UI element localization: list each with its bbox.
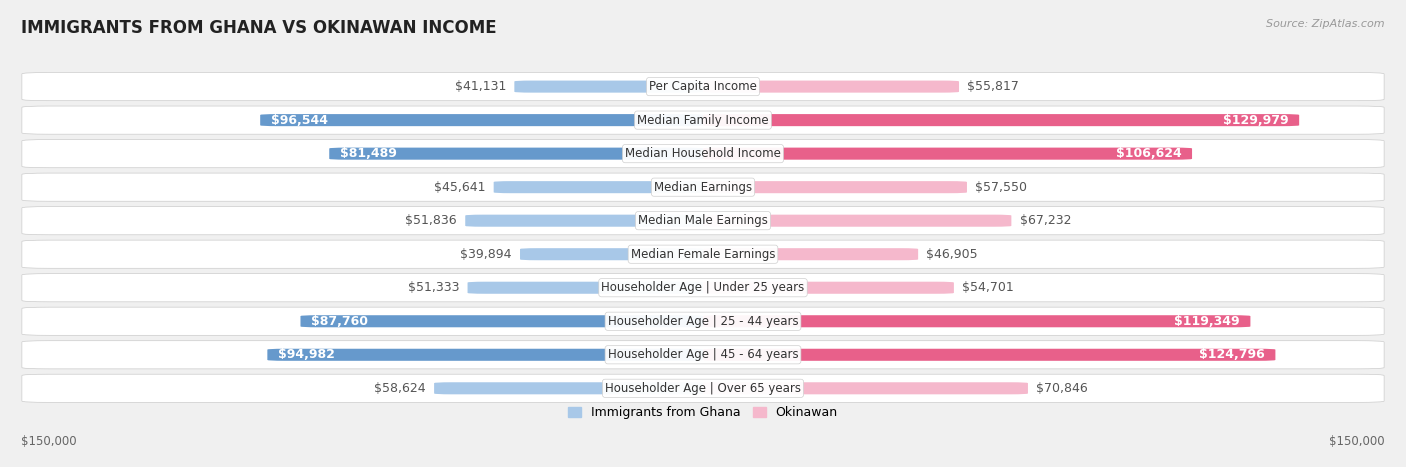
- Text: $51,836: $51,836: [405, 214, 457, 227]
- FancyBboxPatch shape: [703, 282, 953, 294]
- FancyBboxPatch shape: [703, 248, 918, 260]
- FancyBboxPatch shape: [703, 81, 959, 92]
- Text: Median Family Income: Median Family Income: [637, 113, 769, 127]
- Text: $87,760: $87,760: [311, 315, 368, 328]
- FancyBboxPatch shape: [468, 282, 703, 294]
- Text: $45,641: $45,641: [434, 181, 485, 194]
- Text: $94,982: $94,982: [277, 348, 335, 361]
- Text: Median Female Earnings: Median Female Earnings: [631, 248, 775, 261]
- Text: Householder Age | Over 65 years: Householder Age | Over 65 years: [605, 382, 801, 395]
- Text: Per Capita Income: Per Capita Income: [650, 80, 756, 93]
- FancyBboxPatch shape: [703, 215, 1011, 226]
- FancyBboxPatch shape: [22, 206, 1384, 235]
- FancyBboxPatch shape: [22, 173, 1384, 201]
- FancyBboxPatch shape: [22, 374, 1384, 403]
- Text: Householder Age | 45 - 64 years: Householder Age | 45 - 64 years: [607, 348, 799, 361]
- FancyBboxPatch shape: [22, 307, 1384, 335]
- FancyBboxPatch shape: [22, 140, 1384, 168]
- FancyBboxPatch shape: [22, 106, 1384, 134]
- FancyBboxPatch shape: [22, 240, 1384, 268]
- Text: IMMIGRANTS FROM GHANA VS OKINAWAN INCOME: IMMIGRANTS FROM GHANA VS OKINAWAN INCOME: [21, 19, 496, 37]
- FancyBboxPatch shape: [301, 315, 703, 327]
- Text: Median Earnings: Median Earnings: [654, 181, 752, 194]
- FancyBboxPatch shape: [267, 349, 703, 361]
- Text: $55,817: $55,817: [967, 80, 1019, 93]
- FancyBboxPatch shape: [703, 315, 1250, 327]
- FancyBboxPatch shape: [329, 148, 703, 160]
- FancyBboxPatch shape: [494, 181, 703, 193]
- Text: $70,846: $70,846: [1036, 382, 1088, 395]
- FancyBboxPatch shape: [703, 181, 967, 193]
- Text: Householder Age | 25 - 44 years: Householder Age | 25 - 44 years: [607, 315, 799, 328]
- FancyBboxPatch shape: [22, 341, 1384, 369]
- FancyBboxPatch shape: [703, 349, 1275, 361]
- Text: $129,979: $129,979: [1223, 113, 1289, 127]
- Text: $54,701: $54,701: [962, 281, 1014, 294]
- Text: $96,544: $96,544: [270, 113, 328, 127]
- Text: $51,333: $51,333: [408, 281, 460, 294]
- FancyBboxPatch shape: [434, 382, 703, 394]
- Text: $124,796: $124,796: [1199, 348, 1265, 361]
- FancyBboxPatch shape: [515, 81, 703, 92]
- FancyBboxPatch shape: [22, 274, 1384, 302]
- Text: $58,624: $58,624: [374, 382, 426, 395]
- Legend: Immigrants from Ghana, Okinawan: Immigrants from Ghana, Okinawan: [564, 401, 842, 424]
- FancyBboxPatch shape: [703, 148, 1192, 160]
- FancyBboxPatch shape: [703, 114, 1299, 126]
- FancyBboxPatch shape: [260, 114, 703, 126]
- Text: Median Household Income: Median Household Income: [626, 147, 780, 160]
- Text: $119,349: $119,349: [1174, 315, 1240, 328]
- Text: Median Male Earnings: Median Male Earnings: [638, 214, 768, 227]
- Text: $57,550: $57,550: [976, 181, 1028, 194]
- Text: Householder Age | Under 25 years: Householder Age | Under 25 years: [602, 281, 804, 294]
- FancyBboxPatch shape: [22, 72, 1384, 101]
- Text: $150,000: $150,000: [1329, 435, 1385, 448]
- Text: $41,131: $41,131: [454, 80, 506, 93]
- Text: $46,905: $46,905: [927, 248, 979, 261]
- FancyBboxPatch shape: [465, 215, 703, 226]
- FancyBboxPatch shape: [703, 382, 1028, 394]
- Text: $81,489: $81,489: [340, 147, 396, 160]
- FancyBboxPatch shape: [520, 248, 703, 260]
- Text: $39,894: $39,894: [460, 248, 512, 261]
- Text: $150,000: $150,000: [21, 435, 77, 448]
- Text: $106,624: $106,624: [1116, 147, 1181, 160]
- Text: $67,232: $67,232: [1019, 214, 1071, 227]
- Text: Source: ZipAtlas.com: Source: ZipAtlas.com: [1267, 19, 1385, 28]
